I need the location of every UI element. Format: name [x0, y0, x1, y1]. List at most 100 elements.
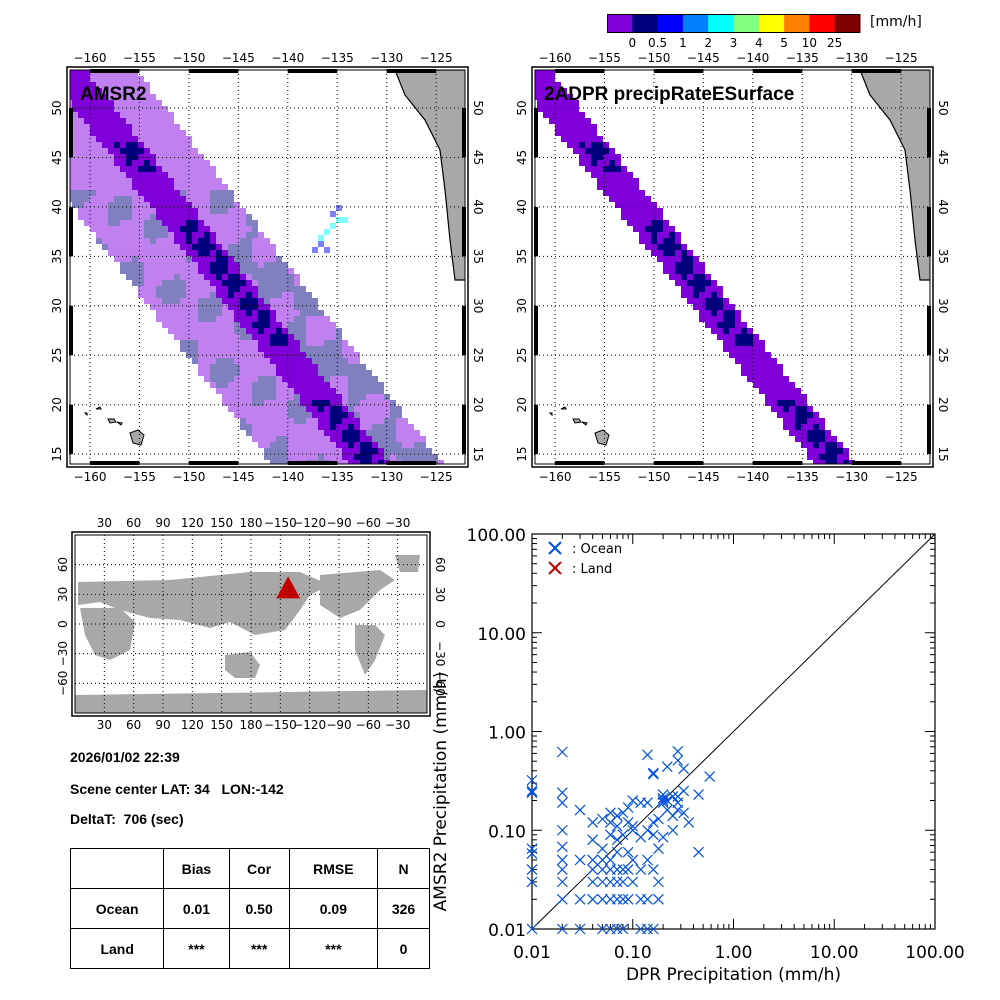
rain-cell [663, 256, 669, 262]
swath-cell [192, 148, 198, 154]
swath-cell [174, 250, 180, 256]
swath-cell [114, 232, 120, 238]
lon-tick-label-top: −160 [74, 51, 107, 65]
swath-cell [336, 358, 342, 364]
swath-cell [168, 256, 174, 262]
colorbar-tick-label: 3 [729, 36, 738, 50]
scatter-point-ocean [647, 768, 659, 780]
lat-tick-label-left: −30 [56, 641, 70, 666]
rain-cell [579, 136, 585, 142]
swath-cell [204, 280, 210, 286]
rain-cell [300, 388, 306, 394]
swath-cell [408, 448, 414, 454]
swath-cell [240, 388, 246, 394]
swath-cell [114, 208, 120, 214]
lon-tick-label-top: 120 [181, 516, 204, 530]
swath-cell [120, 238, 126, 244]
swath-cell [270, 406, 276, 412]
swath-cell [408, 442, 414, 448]
swath-cell [162, 106, 168, 112]
swath-cell [174, 178, 180, 184]
rain-cell [801, 406, 807, 412]
swath-cell [174, 304, 180, 310]
rain-cell [573, 148, 579, 154]
swath-cell [132, 226, 138, 232]
rain-cell [324, 400, 330, 406]
swath-cell [144, 88, 150, 94]
swath-cell [372, 436, 378, 442]
swath-cell [294, 406, 300, 412]
swath-cell [402, 442, 408, 448]
rain-cell [753, 334, 759, 340]
rain-cell [330, 406, 336, 412]
frame-bar [69, 206, 73, 257]
swath-cell [114, 256, 120, 262]
rain-cell [192, 244, 198, 250]
scatter-point-ocean [657, 789, 669, 800]
swath-cell [312, 430, 318, 436]
swath-cell [270, 268, 276, 274]
rain-cell [711, 328, 717, 334]
rain-cell [537, 70, 543, 76]
rain-cell [150, 160, 156, 166]
scatter-point-ocean [642, 923, 653, 935]
swath-cell [282, 436, 288, 442]
swath-cell [222, 376, 228, 382]
rain-cell [258, 322, 264, 328]
swath-cell [138, 274, 144, 280]
rain-cell [723, 304, 729, 310]
swath-cell [108, 220, 114, 226]
rain-cell [216, 280, 222, 286]
swath-cell [132, 100, 138, 106]
swath-cell [318, 442, 324, 448]
swath-cell [90, 196, 96, 202]
swath-cell [330, 382, 336, 388]
colorbar-border [607, 14, 860, 33]
swath-cell [180, 340, 186, 346]
swath-cell [162, 244, 168, 250]
swath-cell [192, 262, 198, 268]
swath-cell [162, 304, 168, 310]
rain-cell [585, 118, 591, 124]
rain-cell [567, 112, 573, 118]
swath-cell [168, 316, 174, 322]
lon-tick-label-bottom: −150 [637, 470, 670, 484]
rain-cell [162, 172, 168, 178]
rain-cell [717, 298, 723, 304]
swath-cell [264, 430, 270, 436]
swath-cell [204, 190, 210, 196]
rain-cell [759, 376, 765, 382]
rain-cell [621, 196, 627, 202]
rain-cell [831, 442, 837, 448]
rain-cell [831, 436, 837, 442]
swath-cell [276, 376, 282, 382]
rain-cell [300, 370, 306, 376]
lat-tick-label-right: 30 [936, 298, 950, 313]
swath-cell [270, 274, 276, 280]
rain-cell [162, 202, 168, 208]
swath-cell [258, 364, 264, 370]
swath-cell [210, 340, 216, 346]
rain-cell [204, 232, 210, 238]
swath-cell [156, 256, 162, 262]
rain-cell [615, 196, 621, 202]
swath-cell [186, 298, 192, 304]
swath-cell [192, 268, 198, 274]
swath-cell [72, 184, 78, 190]
swath-cell [126, 106, 132, 112]
rain-cell [699, 316, 705, 322]
swath-cell [348, 370, 354, 376]
rain-cell [312, 400, 318, 406]
rain-cell [561, 118, 567, 124]
swath-cell [192, 178, 198, 184]
rain-cell [783, 394, 789, 400]
rain-cell [621, 166, 627, 172]
rain-cell [633, 202, 639, 208]
swath-cell [258, 256, 264, 262]
rain-cell [102, 124, 108, 130]
rain-cell [360, 454, 366, 460]
swath-cell [120, 244, 126, 250]
lon-tick-label-bottom: 150 [210, 718, 233, 732]
swath-cell [156, 280, 162, 286]
rain-cell [837, 448, 843, 454]
